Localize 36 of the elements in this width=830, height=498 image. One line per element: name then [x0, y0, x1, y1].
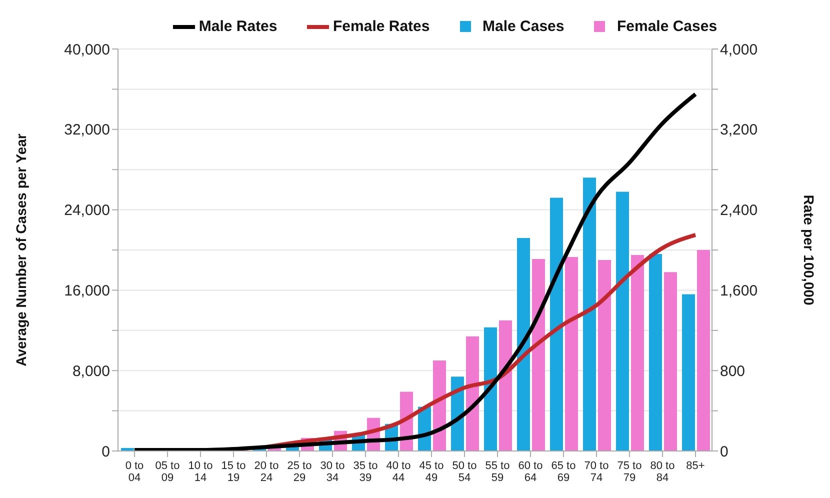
y-axis-title: Average Number of Cases per Year [12, 133, 29, 366]
x-tick-label: 75 to 79 [617, 460, 642, 484]
x-tick-label: 50 to 54 [452, 460, 477, 484]
x-tick-label: 10 to 14 [188, 460, 213, 484]
legend-label: Female Rates [333, 18, 430, 35]
legend-label: Female Cases [616, 18, 718, 35]
y-tick-label: 16,000 [64, 282, 110, 300]
legend-label: Male Rates [198, 18, 278, 35]
x-tick-label: 55 to 59 [485, 460, 510, 484]
x-tick-label: 0 to 04 [125, 460, 144, 484]
y2-tick-label: 4,000 [720, 41, 758, 58]
x-tick-label: 20 to 24 [254, 460, 279, 484]
y2-tick-label: 3,200 [720, 122, 758, 139]
legend-label: Male Cases [482, 18, 564, 35]
y-tick-label: 0 [102, 443, 110, 460]
x-tick-label: 45 to 49 [419, 460, 444, 484]
x-tick-label: 40 to 44 [386, 460, 411, 484]
y2-tick-label: 1,600 [720, 282, 758, 300]
x-tick-label: 35 to 39 [353, 460, 378, 484]
x-tick-label: 70 to 74 [584, 460, 609, 484]
x-tick-label: 15 to 19 [221, 460, 246, 484]
y2-tick-label: 2,400 [720, 202, 758, 220]
y2-tick-label: 0 [720, 443, 728, 460]
y-tick-label: 40,000 [64, 41, 110, 58]
y2-axis-title: Rate per 100,000 [801, 194, 818, 306]
x-tick-label: 65 to 69 [551, 460, 576, 484]
x-tick-label: 25 to 29 [287, 460, 312, 484]
x-tick-label: 85+ [686, 460, 705, 472]
x-tick-label: 80 to 84 [650, 460, 675, 484]
x-tick-label: 05 to 09 [155, 460, 180, 484]
text: 8,000 [72, 362, 110, 380]
x-tick-label: 60 to 64 [518, 460, 543, 484]
y-tick-label: 24,000 [64, 202, 110, 220]
y-tick-label: 32,000 [64, 122, 110, 139]
x-tick-label: 30 to 34 [320, 460, 345, 484]
y2-tick-label: 800 [720, 362, 746, 380]
